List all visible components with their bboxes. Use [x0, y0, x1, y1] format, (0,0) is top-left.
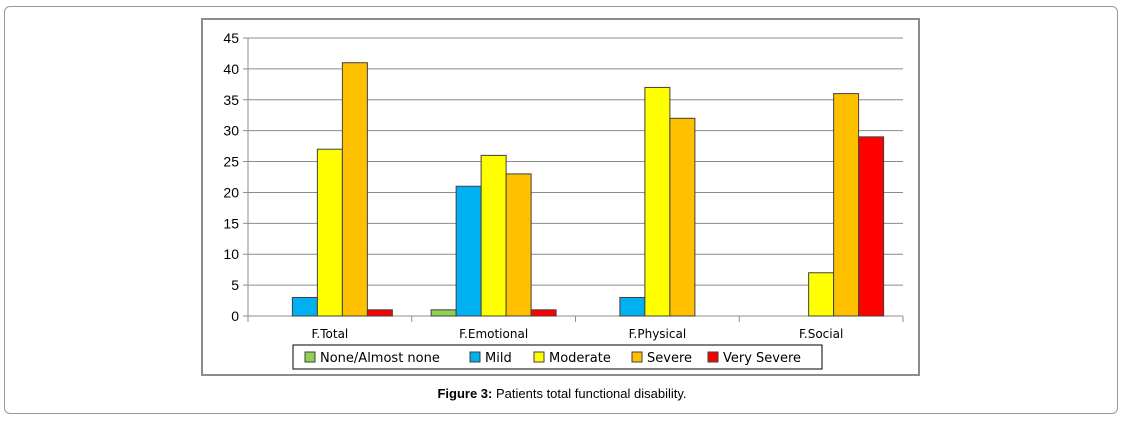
bar [505, 173, 532, 317]
legend-label: Severe [647, 351, 692, 366]
x-tick-label: F.Total [311, 327, 348, 341]
figure-caption: Figure 3: Patients total functional disa… [0, 386, 1124, 401]
legend-swatch [469, 351, 481, 363]
y-tick-label: 40 [223, 61, 239, 77]
y-tick-label: 25 [223, 154, 239, 170]
y-tick-label: 45 [223, 30, 239, 46]
legend-label: Very Severe [723, 351, 801, 366]
bar-chart: 0 5 10 15 20 25 30 35 40 45 F.Total F.Emotional F.Ph… [223, 30, 904, 370]
y-tick-label: 0 [231, 308, 239, 324]
legend-swatch [533, 351, 545, 363]
bar [291, 296, 318, 317]
bar [858, 136, 885, 317]
bar [619, 296, 646, 317]
bar [455, 185, 482, 317]
legend-label: Mild [485, 351, 512, 366]
y-tick-label: 30 [223, 123, 239, 139]
legend-label: Moderate [549, 351, 611, 366]
legend-swatch [707, 351, 719, 363]
x-tick-label: F.Social [799, 327, 843, 341]
legend-swatch [631, 351, 643, 363]
bar [341, 62, 368, 317]
caption-text: Patients total functional disability. [492, 386, 687, 401]
legend-label: None/Almost none [320, 351, 440, 366]
y-tick-label: 35 [223, 92, 239, 108]
x-tick-label: F.Physical [629, 327, 687, 341]
bar [316, 148, 343, 317]
x-tick-label: F.Emotional [459, 327, 528, 341]
caption-label: Figure 3: [437, 386, 493, 401]
bar [480, 154, 507, 317]
bar [644, 86, 671, 317]
bar [530, 309, 557, 317]
bar [669, 117, 696, 317]
bar [833, 93, 860, 317]
axes: 0 5 10 15 20 25 30 35 40 45 F.Total F.Emotional F.Ph… [223, 30, 904, 341]
chart-frame: 0 5 10 15 20 25 30 35 40 45 F.Total F.Emotional F.Ph… [201, 18, 920, 376]
legend-box [292, 344, 823, 370]
bar [366, 309, 393, 317]
y-tick-label: 10 [223, 246, 239, 262]
legend: None/Almost none Mild Moderate Severe Very S… [292, 344, 823, 370]
y-tick-label: 20 [223, 184, 239, 200]
y-tick-label: 5 [231, 277, 239, 293]
bar [430, 309, 457, 317]
legend-swatch [304, 351, 316, 363]
y-tick-label: 15 [223, 215, 239, 231]
bar [808, 272, 835, 317]
bars [291, 62, 885, 317]
